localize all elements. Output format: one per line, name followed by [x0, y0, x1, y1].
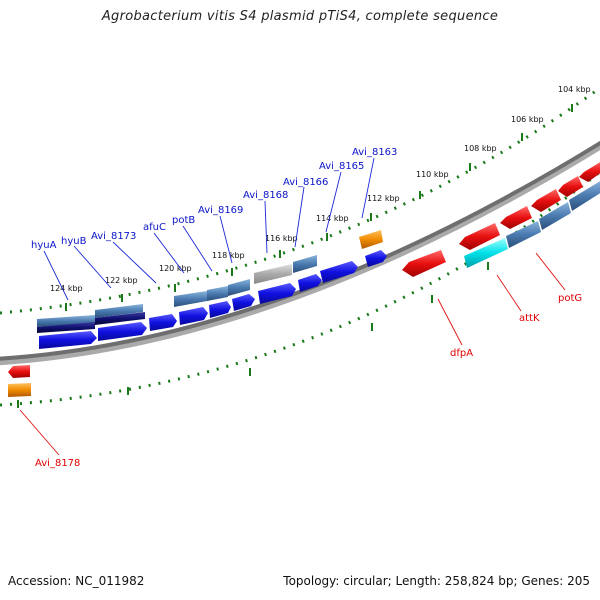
- gene-steel-d[interactable]: [228, 279, 250, 296]
- scale-label-114: 114 kbp: [316, 214, 349, 223]
- gene-label-Avi_8178: Avi_8178: [35, 458, 80, 469]
- cds-rev-c[interactable]: [531, 189, 561, 212]
- gene-cyan-attK[interactable]: [464, 238, 508, 268]
- gene-label-hyuB: hyuB: [61, 236, 87, 247]
- gene-hyuB-outer[interactable]: [95, 304, 143, 318]
- gene-steel-c[interactable]: [207, 286, 228, 301]
- scale-label-120: 120 kbp: [159, 264, 192, 273]
- gene-navy-b[interactable]: [95, 312, 145, 325]
- gene-label-hyuA: hyuA: [31, 240, 57, 251]
- gene-label-Avi_8173: Avi_8173: [91, 231, 136, 242]
- scale-label-106: 106 kbp: [511, 115, 544, 124]
- cds-fwd-2[interactable]: [98, 322, 147, 341]
- scale-label-112: 112 kbp: [367, 194, 400, 203]
- forward-cds-row: [39, 250, 387, 349]
- scale-label-122: 122 kbp: [105, 276, 138, 285]
- cds-fwd-1[interactable]: [39, 331, 97, 349]
- gene-orange-a[interactable]: [359, 230, 383, 249]
- cds-rev-d[interactable]: [558, 176, 583, 197]
- cds-fwd-10[interactable]: [365, 250, 387, 267]
- gene-label-Avi_8163: Avi_8163: [352, 147, 397, 158]
- accession-text: Accession: NC_011982: [8, 574, 145, 588]
- gene-steel-e[interactable]: [293, 255, 317, 273]
- cds-rev-b[interactable]: [500, 206, 532, 229]
- major-ticks: [17, 104, 573, 408]
- gene-label-dfpA: dfpA: [450, 348, 473, 359]
- gene-steel-g[interactable]: [539, 202, 571, 230]
- topology-summary: Topology: circular; Length: 258,824 bp; …: [283, 574, 590, 588]
- scale-label-118: 118 kbp: [212, 251, 245, 260]
- cds-rev-dfpA[interactable]: [402, 250, 446, 277]
- gene-label-Avi_8166: Avi_8166: [283, 177, 328, 188]
- cds-fwd-7[interactable]: [258, 283, 296, 304]
- cds-fwd-4[interactable]: [179, 307, 208, 325]
- scale-label-108: 108 kbp: [464, 144, 497, 153]
- scale-label-104: 104 kbp: [558, 85, 591, 94]
- gene-label-Avi_8165: Avi_8165: [319, 161, 364, 172]
- gene-steel-h[interactable]: [569, 180, 600, 211]
- gene-label-Avi_8168: Avi_8168: [243, 190, 288, 201]
- cds-rev-a[interactable]: [459, 223, 500, 250]
- gene-gray[interactable]: [254, 264, 292, 284]
- gene-label-potG: potG: [558, 293, 582, 304]
- scale-label-116: 116 kbp: [265, 234, 298, 243]
- cds-rev-e[interactable]: [579, 161, 600, 182]
- scale-label-124: 124 kbp: [50, 284, 83, 293]
- gene-label-afuC: afuC: [143, 222, 166, 233]
- map-title: Agrobacterium vitis S4 plasmid pTiS4, co…: [101, 9, 499, 24]
- outer-forward-genes: [37, 230, 383, 333]
- inner-reverse-genes: [8, 180, 600, 397]
- gene-label-Avi_8169: Avi_8169: [198, 205, 243, 216]
- scale-label-110: 110 kbp: [416, 170, 449, 179]
- cds-fwd-3[interactable]: [149, 314, 177, 331]
- reverse-cds-row: [8, 161, 600, 378]
- cds-fwd-5[interactable]: [209, 301, 231, 318]
- gene-orange-b[interactable]: [8, 383, 31, 397]
- cds-fwd-6[interactable]: [232, 294, 255, 311]
- gene-label-potB: potB: [172, 215, 195, 226]
- cds-fwd-8[interactable]: [298, 274, 322, 292]
- gene-steel-f[interactable]: [506, 221, 541, 248]
- gene-label-attK: attK: [519, 313, 540, 324]
- gene-potB-outer[interactable]: [174, 291, 207, 307]
- reverse-leaders: [19, 252, 566, 456]
- cds-fwd-9[interactable]: [320, 261, 358, 283]
- gene-navy-a[interactable]: [37, 322, 95, 333]
- backbone-shadow: [0, 142, 600, 366]
- forward-leaders: [43, 157, 375, 301]
- cds-rev-Avi_8178[interactable]: [8, 365, 30, 378]
